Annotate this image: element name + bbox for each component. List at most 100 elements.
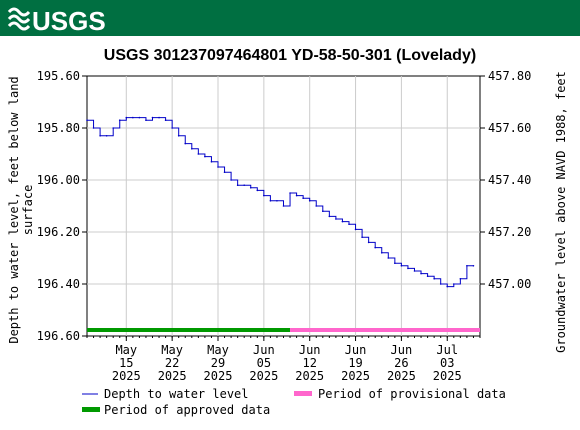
legend-swatch-provisional <box>294 391 312 396</box>
data-point <box>243 184 245 186</box>
x-tick-label: 2025 <box>295 369 324 383</box>
x-tick-label: May <box>207 343 229 357</box>
data-point <box>210 161 213 163</box>
data-point <box>112 127 114 129</box>
data-point <box>125 116 128 119</box>
data-point <box>92 127 95 129</box>
x-tick-label: 2025 <box>341 369 370 383</box>
data-point <box>171 127 173 129</box>
x-tick-label: 2025 <box>387 369 416 383</box>
data-point <box>315 205 318 207</box>
x-tick-label: Jun <box>391 343 413 357</box>
data-point <box>145 119 147 121</box>
data-point <box>269 200 272 202</box>
data-point <box>249 187 252 189</box>
y-tick-label-right: 457.80 <box>488 69 531 83</box>
data-point <box>204 155 206 158</box>
data-point <box>341 220 344 223</box>
y-tick-label-right: 457.20 <box>488 225 531 239</box>
data-point <box>387 257 390 259</box>
y-tick-label-left: 196.40 <box>37 277 80 291</box>
data-point <box>184 142 187 145</box>
data-point <box>86 119 88 121</box>
data-point <box>466 265 468 267</box>
x-tick-label: 26 <box>394 356 408 370</box>
data-point <box>164 119 167 121</box>
x-tick-label: 15 <box>119 356 133 370</box>
series-line-depth <box>87 117 474 288</box>
data-point <box>276 200 278 202</box>
plot-area: 195.60 195.80 196.00 196.20 196.40 196.60 457.… <box>37 69 532 383</box>
legend-swatch-approved <box>82 407 100 412</box>
data-point <box>453 283 455 285</box>
data-point <box>191 148 193 150</box>
chart-title: USGS 301237097464801 YD-58-50-301 (Lovel… <box>104 47 476 64</box>
y-tick-label-left: 196.60 <box>37 329 80 343</box>
data-point <box>236 184 239 186</box>
data-point <box>282 205 285 207</box>
data-point <box>138 116 141 119</box>
y-axis-label-left-line1: Depth to water level, feet below land <box>7 76 21 343</box>
data-point <box>328 215 331 218</box>
x-tick-label: 03 <box>440 356 454 370</box>
data-point <box>348 223 350 225</box>
data-point <box>322 210 324 212</box>
x-tick-label: 12 <box>302 356 316 370</box>
legend-label-depth: Depth to water level <box>104 387 249 401</box>
data-point <box>99 135 101 137</box>
data-point <box>394 262 396 265</box>
data-point <box>367 241 370 244</box>
data-point <box>263 194 265 197</box>
data-point <box>289 192 291 194</box>
y-tick-label-left: 195.80 <box>37 121 80 135</box>
period-bar <box>87 328 291 332</box>
data-point <box>407 267 409 270</box>
data-point <box>400 265 403 267</box>
usgs-logo: USGS <box>7 6 106 36</box>
data-point <box>426 275 429 278</box>
x-tick-label: 2025 <box>433 369 462 383</box>
x-tick-label: 19 <box>348 356 362 370</box>
data-point <box>151 116 154 119</box>
x-tick-label: Jun <box>299 343 321 357</box>
data-point <box>472 265 475 267</box>
data-point <box>223 171 226 173</box>
x-tick-label: 2025 <box>112 369 141 383</box>
data-point <box>420 272 422 275</box>
data-point <box>105 135 108 137</box>
y-tick-label-right: 457.40 <box>488 173 531 187</box>
data-point <box>361 236 363 238</box>
x-tick-label: Jun <box>253 343 275 357</box>
data-point <box>446 285 449 288</box>
usgs-header-bar <box>0 0 580 36</box>
data-point <box>354 228 357 231</box>
data-point <box>335 218 337 220</box>
x-tick-label: Jun <box>345 343 367 357</box>
data-point <box>217 166 219 168</box>
data-point <box>256 189 259 192</box>
data-point <box>308 200 311 202</box>
x-tick-label: 29 <box>211 356 225 370</box>
data-point <box>413 270 416 272</box>
data-point <box>439 283 442 285</box>
x-tick-label: 05 <box>257 356 271 370</box>
data-point <box>302 197 304 199</box>
data-point <box>459 278 462 280</box>
data-point <box>132 116 134 119</box>
x-tick-label: May <box>161 343 183 357</box>
data-point <box>295 194 298 197</box>
legend-label-approved: Period of approved data <box>104 403 270 417</box>
x-tick-label: May <box>115 343 137 357</box>
period-bar <box>290 328 480 332</box>
data-point <box>118 119 121 121</box>
y-tick-label-left: 195.60 <box>37 69 80 83</box>
data-point <box>433 278 435 280</box>
y-tick-label-left: 196.20 <box>37 225 80 239</box>
y-tick-label-right: 457.00 <box>488 277 531 291</box>
legend-label-provisional: Period of provisional data <box>318 387 506 401</box>
x-tick-label: 22 <box>165 356 179 370</box>
usgs-logo-text: USGS <box>32 6 106 36</box>
data-point <box>158 116 160 119</box>
y-tick-label-left: 196.00 <box>37 173 80 187</box>
